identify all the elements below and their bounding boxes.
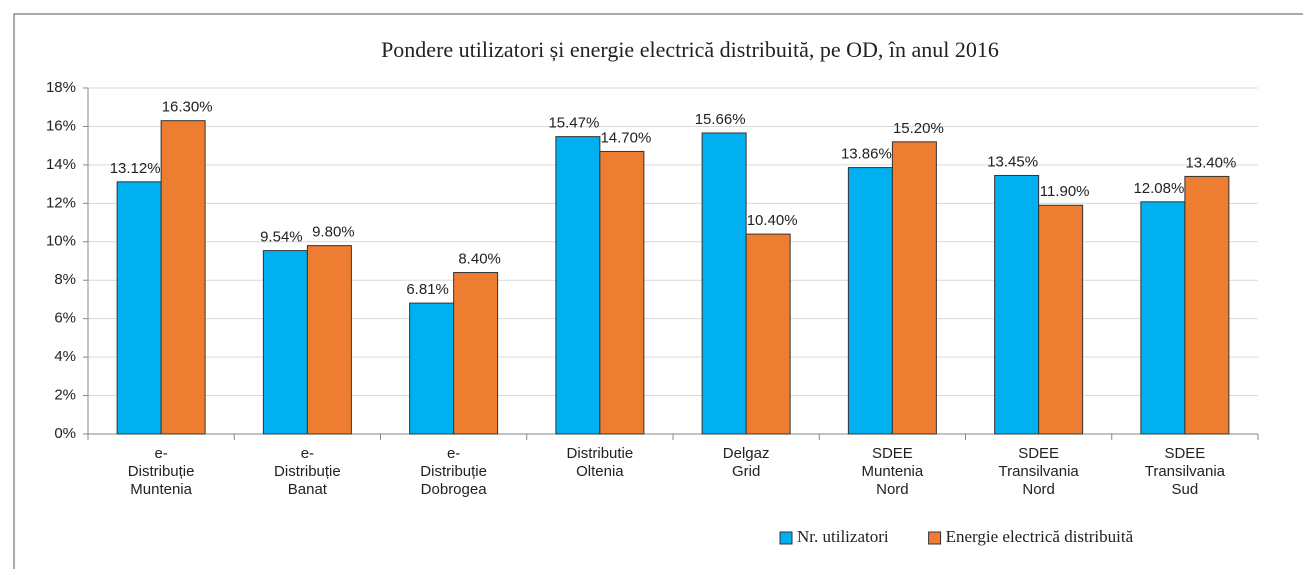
value-label: 10.40% — [747, 212, 798, 229]
bar — [555, 136, 601, 435]
x-tick-label-line: Distributie — [567, 445, 634, 462]
value-label: 13.40% — [1185, 154, 1236, 171]
y-tick-label: 12% — [46, 194, 76, 211]
x-tick-label-line: Muntenia — [862, 463, 924, 480]
value-label: 9.80% — [312, 224, 355, 241]
y-tick-label: 8% — [54, 271, 76, 288]
y-tick-label: 10% — [46, 233, 76, 250]
value-label: 15.66% — [695, 111, 746, 128]
y-tick-label: 0% — [54, 425, 76, 442]
x-tick-label: SDEE Muntenia Nord — [862, 445, 924, 498]
value-label: 14.70% — [600, 129, 651, 146]
x-tick-label-line: Distribuție — [274, 463, 341, 480]
x-tick-label: e-Distribuție Muntenia — [128, 445, 195, 498]
x-tick-label-line: Nord — [1022, 481, 1055, 498]
y-tick-label: 14% — [46, 156, 76, 173]
x-tick-label-line: Grid — [732, 463, 760, 480]
bar — [701, 132, 747, 435]
chart-frame — [13, 13, 1303, 569]
value-label: 15.47% — [548, 115, 599, 132]
legend-label: Energie electrică distribuită — [946, 527, 1134, 546]
bar — [599, 150, 645, 435]
x-tick-label: Distributie Oltenia — [567, 445, 634, 480]
chart-title: Pondere utilizatori și energie electrică… — [381, 37, 999, 62]
x-tick-label-line: Transilvania — [998, 463, 1079, 480]
bar — [160, 120, 206, 435]
x-tick-label-line: e- — [301, 445, 314, 462]
x-tick-label: e-Distribuție Banat — [274, 445, 341, 498]
value-label: 13.86% — [841, 146, 892, 163]
x-tick-label: Delgaz Grid — [723, 445, 770, 480]
x-tick-label-line: e- — [154, 445, 167, 462]
value-label: 12.08% — [1133, 180, 1184, 197]
bar — [116, 181, 162, 435]
x-tick-label: SDEE Transilvania Sud — [1145, 445, 1226, 498]
bar — [306, 245, 352, 435]
value-label: 15.20% — [893, 120, 944, 137]
bar — [847, 167, 893, 435]
value-label: 11.90% — [1040, 183, 1090, 200]
y-tick-label: 2% — [54, 387, 76, 404]
x-tick-label-line: Transilvania — [1145, 463, 1226, 480]
value-label: 13.12% — [110, 160, 161, 177]
y-tick-label: 4% — [54, 348, 76, 365]
value-label: 6.81% — [406, 281, 449, 298]
x-tick-label-line: Nord — [876, 481, 909, 498]
y-tick-label: 16% — [46, 117, 76, 134]
bar — [1140, 201, 1186, 435]
bar — [262, 250, 308, 435]
bar — [409, 302, 455, 435]
legend-swatch — [779, 531, 793, 545]
legend-swatch — [928, 531, 942, 545]
x-tick-label-line: Distribuție — [420, 463, 487, 480]
x-tick-label-line: Dobrogea — [421, 481, 488, 498]
x-tick-label-line: Distribuție — [128, 463, 195, 480]
x-tick-label-line: e- — [447, 445, 460, 462]
x-tick-label-line: Muntenia — [130, 481, 192, 498]
bar — [745, 233, 791, 435]
bar — [891, 141, 937, 435]
y-tick-label: 6% — [54, 310, 76, 327]
x-tick-label-line: Sud — [1172, 481, 1199, 498]
legend-label: Nr. utilizatori — [797, 527, 889, 546]
x-tick-label: SDEE Transilvania Nord — [998, 445, 1079, 498]
x-tick-label-line: Delgaz — [723, 445, 770, 462]
x-tick-label-line: Oltenia — [576, 463, 624, 480]
value-label: 9.54% — [260, 229, 303, 246]
x-tick-label-line: SDEE — [872, 445, 913, 462]
bar — [453, 272, 499, 435]
x-tick-label-line: SDEE — [1018, 445, 1059, 462]
value-label: 13.45% — [987, 153, 1038, 170]
bar — [1184, 175, 1230, 435]
x-tick-label-line: SDEE — [1164, 445, 1205, 462]
bar — [994, 174, 1040, 435]
value-label: 16.30% — [162, 99, 213, 116]
x-tick-label: e-Distribuție Dobrogea — [420, 445, 487, 498]
value-label: 8.40% — [458, 251, 501, 268]
bar — [1038, 204, 1084, 435]
x-tick-label-line: Banat — [288, 481, 328, 498]
y-tick-label: 18% — [46, 79, 76, 96]
